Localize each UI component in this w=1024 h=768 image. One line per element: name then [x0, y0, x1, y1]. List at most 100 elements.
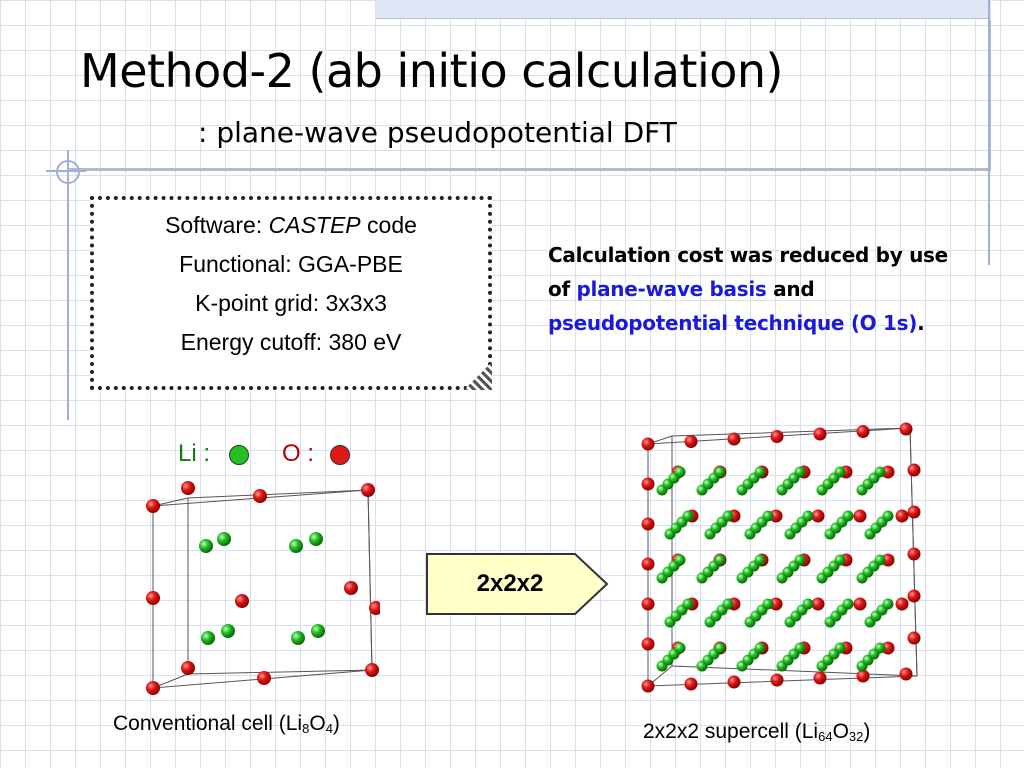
- cost-reduction-note: Calculation cost was reduced by use of p…: [548, 238, 968, 340]
- oxygen-atom: [769, 597, 783, 611]
- supercell-diagram: [641, 422, 921, 693]
- oxygen-atom: [344, 581, 358, 595]
- oxygen-atom: [146, 681, 160, 695]
- supercell-multiplier-label: 2x2x2: [476, 570, 544, 597]
- decorative-line: [67, 150, 69, 420]
- lithium-atom: [834, 554, 846, 566]
- software-name: CASTEP: [268, 212, 361, 238]
- oxygen-atom: [907, 589, 921, 603]
- oxygen-atom: [856, 669, 870, 683]
- oxygen-atom: [641, 679, 655, 693]
- oxygen-atom: [899, 667, 913, 681]
- oxygen-atom: [641, 477, 655, 491]
- oxygen-atom: [146, 499, 160, 513]
- oxygen-atom: [811, 597, 825, 611]
- decorative-circle-icon: [56, 160, 80, 184]
- oxygen-atom: [770, 673, 784, 687]
- lithium-atom: [754, 466, 766, 478]
- caption-left-o: O: [309, 712, 326, 735]
- lithium-atom: [221, 624, 235, 638]
- oxygen-atom: [727, 675, 741, 689]
- decorative-line-right: [988, 0, 990, 265]
- software-prefix: Software:: [165, 212, 269, 238]
- lithium-atom: [754, 554, 766, 566]
- oxygen-atom: [769, 509, 783, 523]
- oxygen-atom: [770, 430, 784, 443]
- oxygen-atom: [181, 481, 195, 495]
- caption-right-li-count: 64: [818, 729, 833, 744]
- lithium-atom: [714, 466, 726, 478]
- red-sphere-icon: [330, 445, 350, 465]
- supercell-caption: 2x2x2 supercell (Li64O32): [643, 720, 870, 744]
- oxygen-atom: [641, 637, 655, 651]
- cutoff-line: Energy cutoff: 380 eV: [180, 329, 402, 355]
- caption-right-o: O: [832, 720, 849, 743]
- oxygen-atom: [907, 463, 921, 477]
- oxygen-atom: [881, 465, 895, 479]
- lithium-atom: [674, 466, 686, 478]
- oxygen-atom: [895, 509, 909, 523]
- oxygen-atom: [365, 663, 379, 677]
- caption-right-prefix: 2x2x2 supercell (Li: [643, 720, 819, 743]
- oxygen-atom: [369, 601, 380, 615]
- lithium-atom: [754, 642, 766, 654]
- caption-left-li-count: 8: [302, 721, 310, 736]
- oxygen-atom: [813, 671, 827, 685]
- lithium-atom: [794, 466, 806, 478]
- functional-line: Functional: GGA-PBE: [179, 251, 403, 277]
- oxygen-atom: [361, 483, 375, 497]
- lithium-atom: [842, 510, 854, 522]
- lithium-atom: [882, 598, 894, 610]
- lithium-atom: [289, 539, 303, 553]
- legend-o-label: O :: [282, 440, 315, 467]
- oxygen-atom: [856, 425, 870, 438]
- oxygen-atom: [899, 422, 913, 436]
- lithium-atom: [682, 598, 694, 610]
- lithium-atom: [794, 642, 806, 654]
- lithium-atom: [722, 510, 734, 522]
- caption-left-prefix: Conventional cell (Li: [113, 712, 303, 735]
- oxygen-atom: [641, 597, 655, 611]
- lithium-atom: [199, 539, 213, 553]
- oxygen-atom: [907, 631, 921, 645]
- slide-subtitle: : plane-wave pseudopotential DFT: [198, 116, 677, 149]
- oxygen-atom: [684, 435, 698, 448]
- calculation-settings-box: Software: CASTEP code Functional: GGA-PB…: [90, 196, 492, 390]
- lithium-atom: [201, 631, 215, 645]
- oxygen-atom: [813, 427, 827, 441]
- lithium-atom: [674, 554, 686, 566]
- lithium-atom: [834, 642, 846, 654]
- oxygen-atom: [253, 489, 267, 503]
- note-highlight-plane-wave: plane-wave basis: [576, 277, 767, 301]
- lithium-atom: [714, 642, 726, 654]
- lithium-atom: [794, 554, 806, 566]
- lithium-atom: [217, 532, 231, 546]
- oxygen-atom: [727, 432, 741, 446]
- lithium-atom: [874, 554, 886, 566]
- unit-cell-diagram: [146, 481, 380, 695]
- software-line: Software: CASTEP code: [94, 206, 488, 245]
- lithium-atom: [834, 466, 846, 478]
- oxygen-atom: [181, 661, 195, 675]
- note-text-1: Calculation cost was reduced by use of: [548, 243, 948, 301]
- oxygen-atom: [907, 547, 921, 561]
- lithium-atom: [674, 642, 686, 654]
- green-sphere-icon: [229, 445, 249, 465]
- oxygen-atom: [881, 641, 895, 655]
- oxygen-atom: [684, 677, 698, 691]
- oxygen-atom: [235, 594, 249, 608]
- note-highlight-pseudopotential: pseudopotential technique (O 1s): [548, 311, 918, 335]
- lithium-atom: [762, 598, 774, 610]
- caption-right-suffix: ): [863, 720, 871, 743]
- lithium-atom: [291, 631, 305, 645]
- oxygen-atom: [881, 553, 895, 567]
- conventional-cell-caption: Conventional cell (Li8O4): [113, 712, 340, 736]
- lithium-atom: [682, 510, 694, 522]
- title-band-top: [376, 0, 991, 19]
- lithium-atom: [311, 624, 325, 638]
- lithium-atom: [802, 510, 814, 522]
- caption-left-suffix: ): [332, 712, 340, 735]
- legend-li-label: Li :: [178, 440, 211, 467]
- lithium-atom: [714, 554, 726, 566]
- oxygen-atom: [641, 557, 655, 571]
